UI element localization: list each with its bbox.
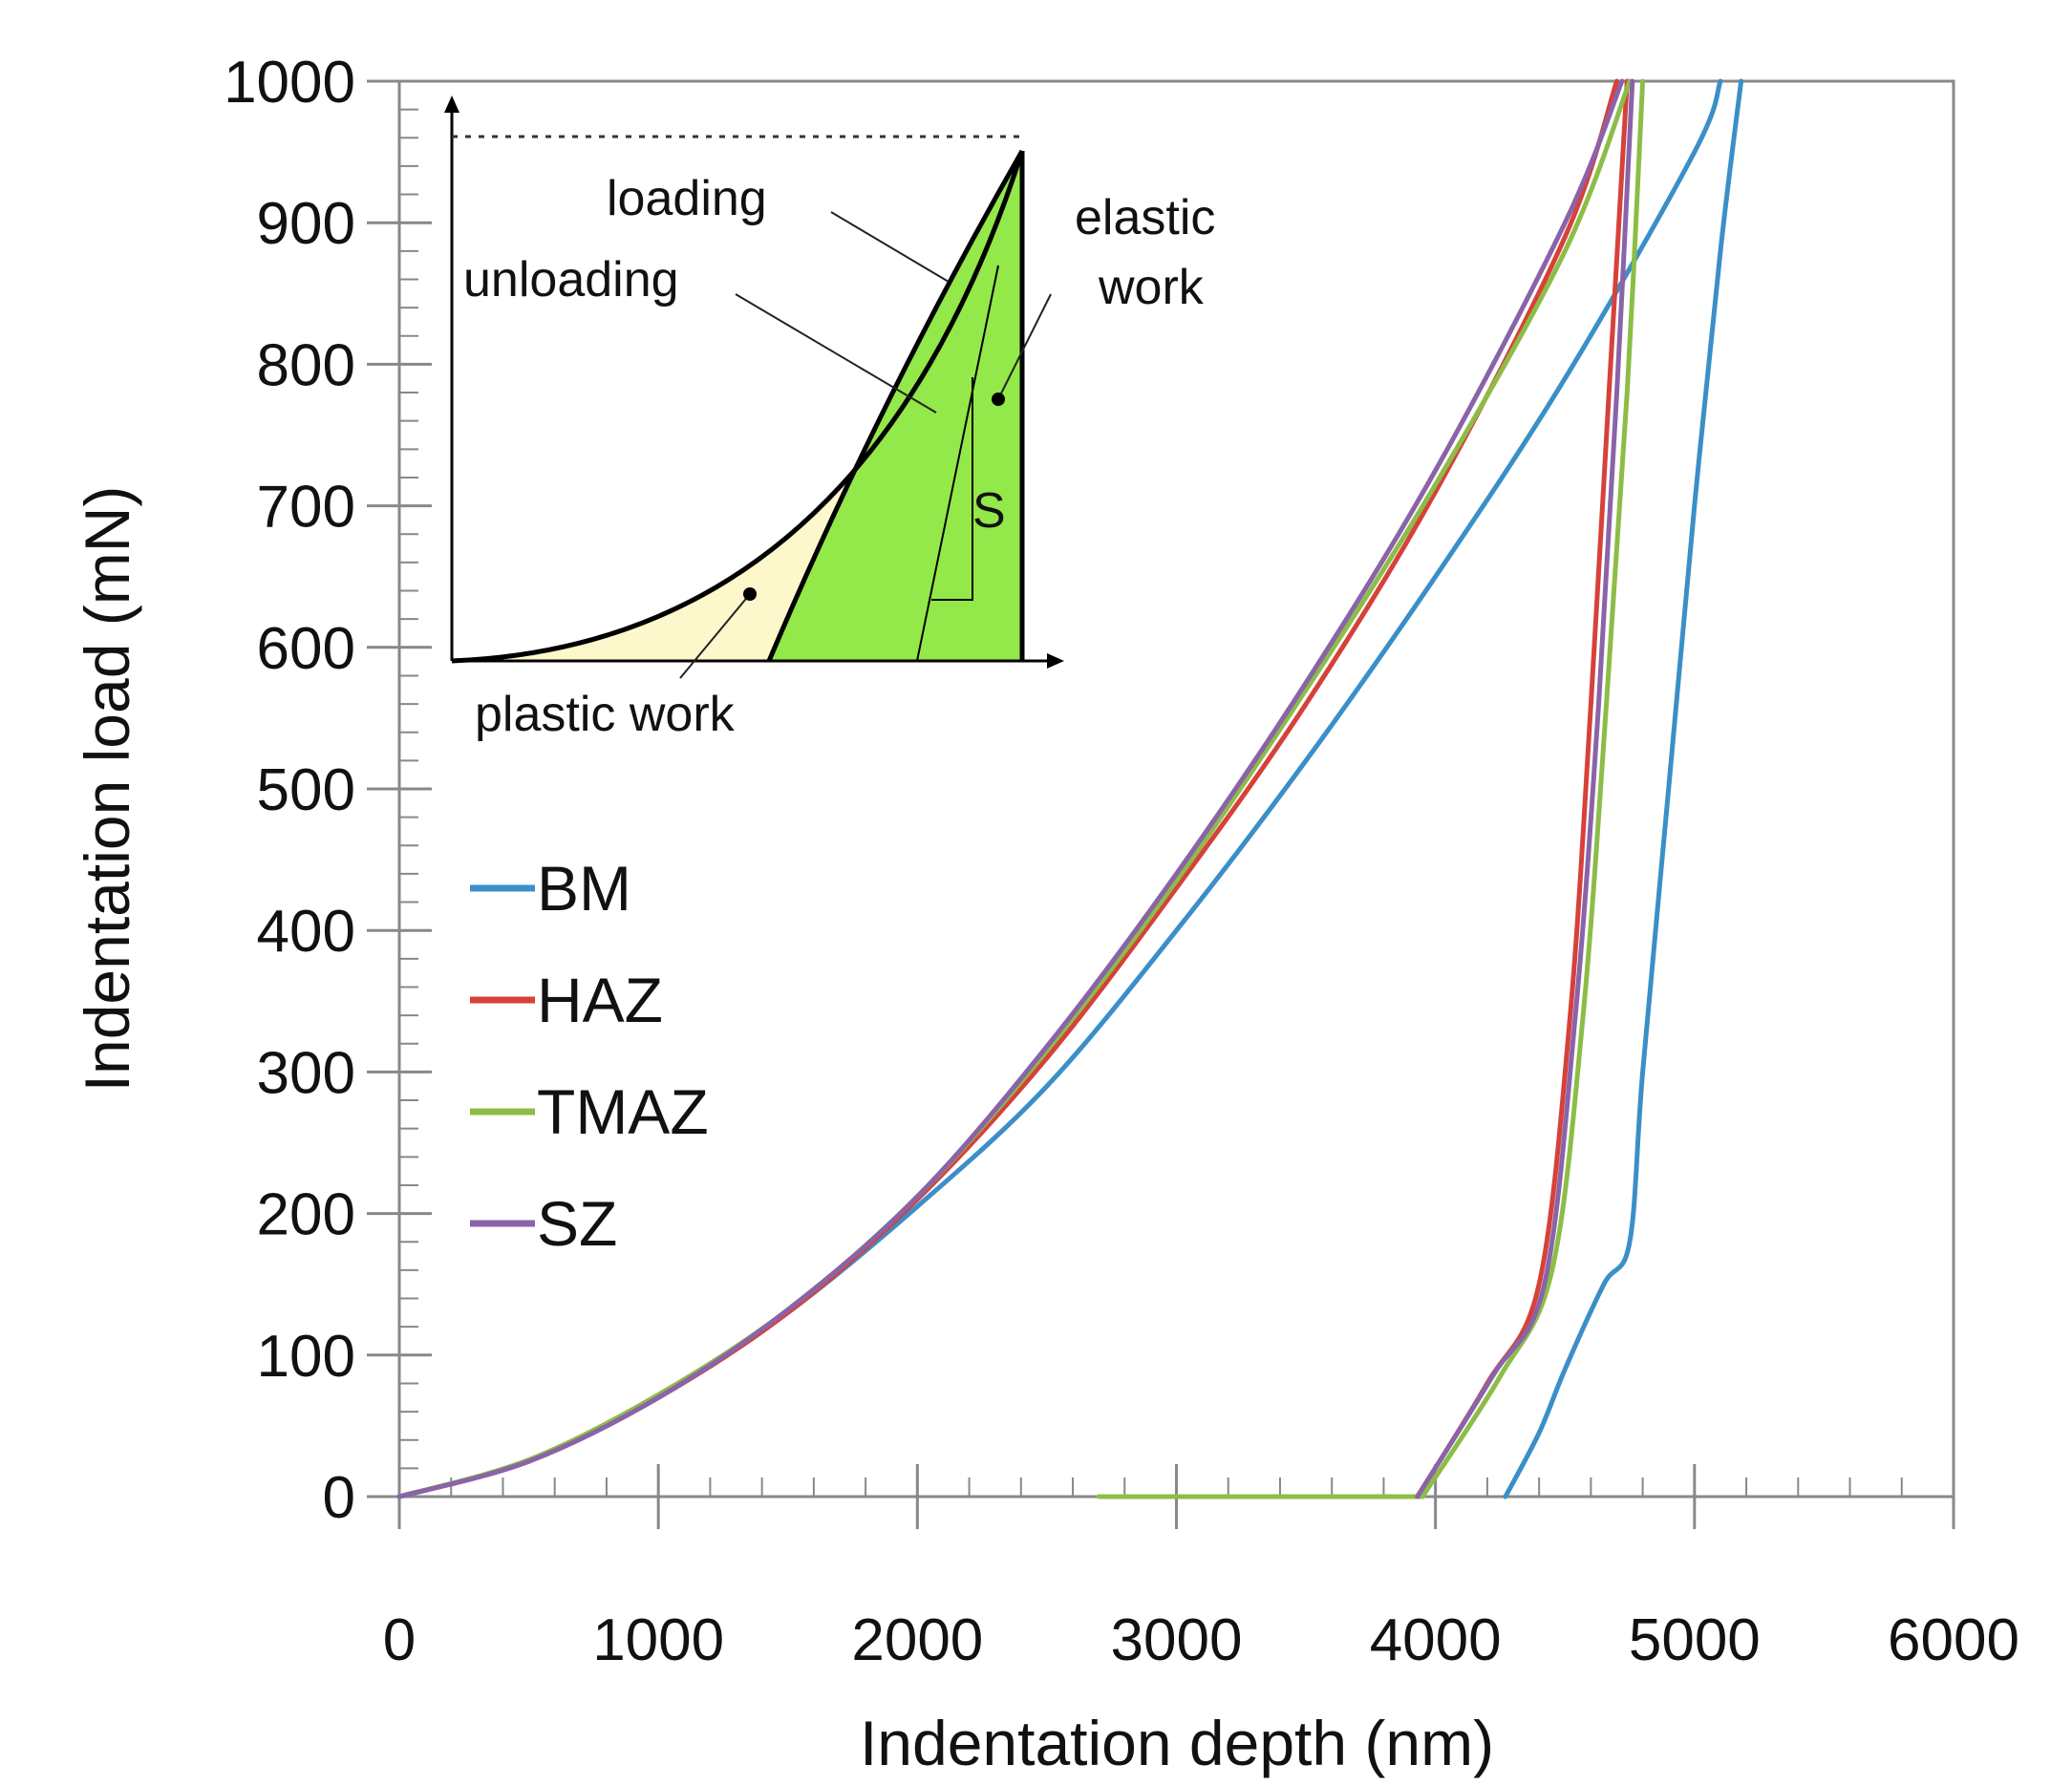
series-tmaz-loading [396,78,1633,1499]
x-tick-label: 3000 [1111,1607,1243,1673]
inset-elastic-leader [997,293,1052,400]
inset-unloading-curve [766,149,1025,662]
y-tick-label: 300 [257,1040,355,1106]
inset-label-unloading: unloading [463,252,679,308]
x-axis-label: Indentation depth (nm) [860,1708,1494,1778]
legend-label-sz: SZ [537,1188,617,1259]
inset-loading-leader [830,211,950,283]
x-tick-label: 5000 [1629,1607,1761,1673]
series-sz-loading [396,78,1625,1499]
inset-label-plastic: plastic work [475,687,736,742]
inset-label-elastic: elastic [1075,190,1215,245]
y-tick-label: 0 [323,1465,355,1531]
inset-label-loading: loading [607,171,767,226]
inset-x-arrow [1047,653,1064,669]
x-tick-label: 6000 [1888,1607,2019,1673]
inset-unloading-leader [735,293,937,414]
series-sz-unloading [1415,78,1635,1499]
inset-plastic-leader [679,593,751,679]
x-tick-label: 1000 [592,1607,724,1673]
series-tmaz-unloading [1420,78,1646,1499]
inset-elastic-dot [992,393,1005,406]
y-tick-label: 900 [257,191,355,257]
x-tick-label: 0 [383,1607,416,1673]
legend-label-haz: HAZ [537,965,663,1035]
plot-area [397,79,1955,1499]
y-tick-label: 700 [257,475,355,541]
inset-label-work: work [1098,260,1205,315]
inset-y-arrow [444,96,459,113]
y-tick-label: 600 [257,616,355,682]
series-layer [396,78,1744,1499]
y-tick-label: 100 [257,1324,355,1390]
legend-label-bm: BM [537,853,631,924]
inset-stiffness-triangle [931,377,973,601]
x-tick-label: 4000 [1370,1607,1502,1673]
y-tick-label: 500 [257,757,355,823]
inset-elastic-area [769,151,1022,661]
legend: BM HAZ TMAZ SZ [470,853,709,1259]
axis-ticks: 0 100 200 300 400 500 600 700 800 900 1000 0 1000 200… [224,50,2019,1673]
legend-label-tmaz: TMAZ [537,1076,709,1147]
y-tick-label: 400 [257,899,355,965]
inset-stiffness-tangent [916,265,999,662]
series-bm-unloading [1503,78,1744,1499]
y-tick-label: 1000 [224,50,355,116]
inset-loading-curve [451,150,1025,664]
y-axis-label: Indentation load (mN) [72,486,142,1093]
inset-plastic-dot [743,587,757,601]
inset-label-stiffness: S [972,483,1006,539]
y-tick-label: 200 [257,1182,355,1248]
x-tick-label: 2000 [851,1607,983,1673]
inset-schematic: loading unloading elastic work S plastic… [444,96,1215,742]
y-tick-label: 800 [257,332,355,398]
